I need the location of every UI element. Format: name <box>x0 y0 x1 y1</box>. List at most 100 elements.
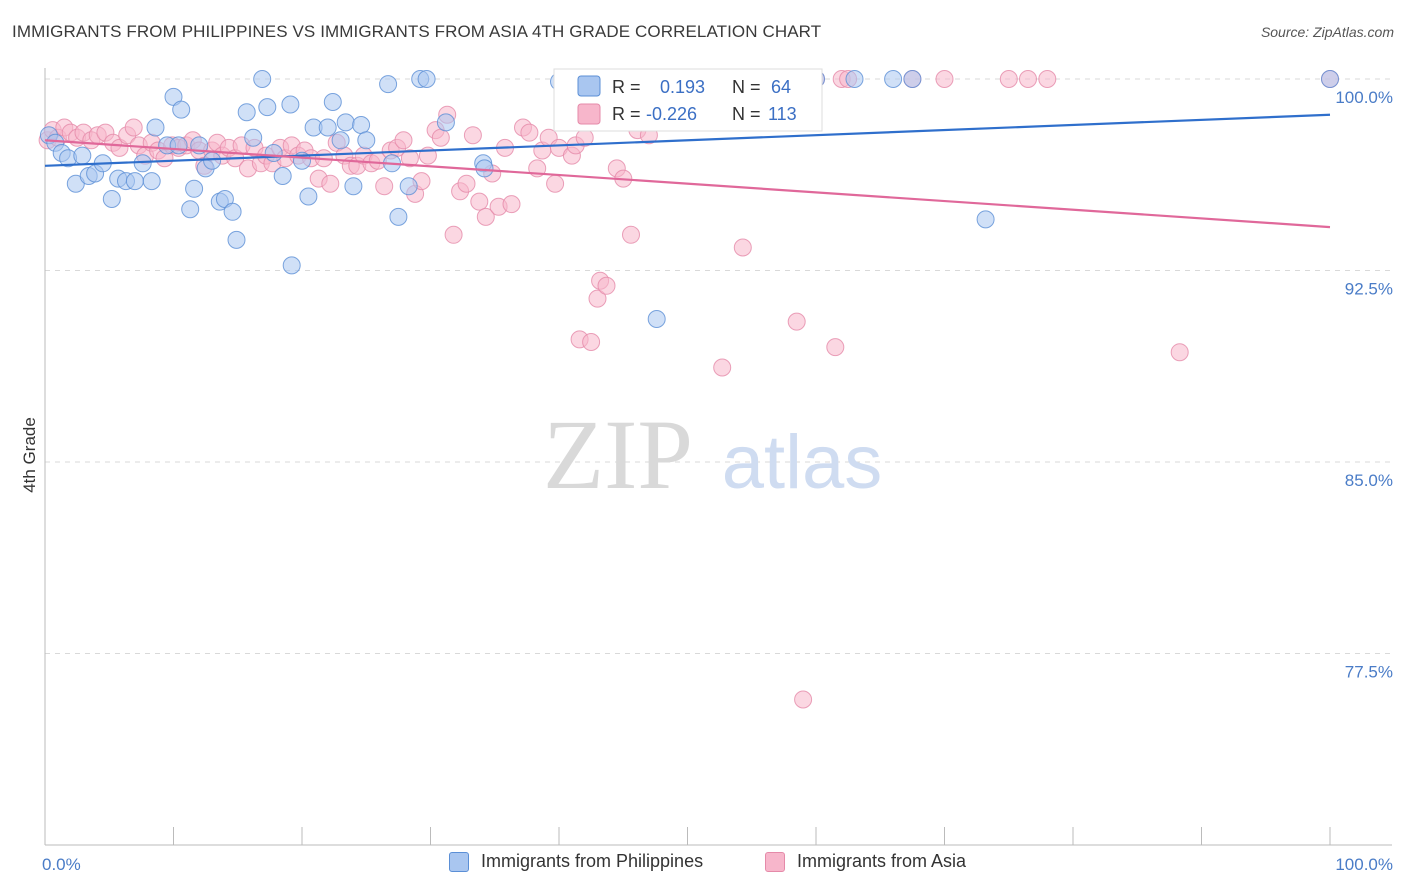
asia-point <box>502 195 521 214</box>
asia-point <box>400 149 419 168</box>
source-credit: Source: ZipAtlas.com <box>1260 24 1394 40</box>
asia-point <box>622 225 640 244</box>
asia-point <box>520 123 539 142</box>
legend-item-philippines: Immigrants from Philippines <box>449 851 703 872</box>
philippines-point <box>976 210 995 229</box>
philippines-point <box>169 136 188 155</box>
philippines-point <box>282 256 301 275</box>
philippines-point <box>253 70 272 88</box>
y-tick-label: 100.0% <box>1335 88 1393 107</box>
philippines-point <box>475 159 494 178</box>
asia-point <box>787 312 806 331</box>
philippines-point <box>417 70 436 88</box>
asia-point <box>444 225 463 244</box>
chart-title: IMMIGRANTS FROM PHILIPPINES VS IMMIGRANT… <box>12 22 822 41</box>
philippines-point <box>647 310 666 328</box>
asia-point <box>582 333 601 351</box>
stats-legend: R = 0.193 N = 64 R = -0.226 N = 113 <box>553 68 823 132</box>
legend-item-asia: Immigrants from Asia <box>765 851 966 872</box>
philippines-point <box>273 167 292 185</box>
legend-r-label-2: R = <box>612 104 641 124</box>
legend-swatch-philippines <box>449 851 469 872</box>
philippines-point <box>318 118 337 137</box>
philippines-point <box>227 230 246 249</box>
asia-point <box>794 690 813 709</box>
philippines-point <box>172 100 191 119</box>
philippines-point <box>73 146 92 165</box>
asia-point <box>375 177 394 196</box>
legend-n-value-1: 64 <box>771 77 791 97</box>
y-axis-title: 4th Grade <box>20 417 39 493</box>
asia-point <box>1038 70 1057 88</box>
philippines-point <box>185 179 204 198</box>
legend-blue-swatch <box>577 75 601 97</box>
y-tick-label: 77.5% <box>1345 663 1393 682</box>
asia-point <box>826 338 845 357</box>
legend-r-value-1: 0.193 <box>660 77 705 97</box>
series-legend: Immigrants from Philippines Immigrants f… <box>0 851 1406 879</box>
asia-point <box>463 126 482 145</box>
philippines-point <box>264 144 283 162</box>
legend-r-value-2: -0.226 <box>646 104 697 124</box>
legend-pink-swatch <box>577 103 601 125</box>
y-tick-label: 92.5% <box>1345 280 1393 299</box>
legend-label-asia: Immigrants from Asia <box>797 851 967 871</box>
philippines-point <box>142 172 161 191</box>
philippines-point <box>1321 70 1339 88</box>
asia-point <box>1019 70 1037 88</box>
watermark-atlas: atlas <box>722 420 883 505</box>
asia-point <box>431 128 450 147</box>
x-tick-label: 100.0% <box>1335 855 1393 874</box>
asia-point <box>733 238 752 257</box>
legend-r-label-1: R = <box>612 77 641 97</box>
asia-point <box>546 174 565 193</box>
asia-point <box>124 118 143 137</box>
philippines-point <box>102 190 121 208</box>
philippines-point <box>203 151 222 170</box>
legend-label-philippines: Immigrants from Philippines <box>481 851 704 871</box>
watermark-zip: ZIP <box>543 399 693 510</box>
asia-point <box>321 174 340 193</box>
philippines-point <box>389 207 408 226</box>
philippines-point <box>323 93 342 111</box>
axes: 77.5% 85.0% 92.5% 100.0% 0.0% 100.0% <box>42 68 1393 874</box>
asia-point <box>597 276 616 295</box>
asia-point <box>476 207 495 226</box>
philippines-point <box>357 131 376 150</box>
asia-trend-line <box>44 139 1331 229</box>
philippines-point <box>845 70 864 88</box>
legend-n-label-1: N = <box>732 77 761 97</box>
philippines-point <box>379 75 398 94</box>
asia-point <box>394 131 413 150</box>
philippines-point <box>352 116 371 134</box>
trend-lines <box>44 113 1331 229</box>
asia-point <box>713 358 732 377</box>
philippines-point <box>133 154 152 173</box>
y-tick-label: 85.0% <box>1345 471 1393 490</box>
philippines-point <box>399 177 418 196</box>
philippines-point <box>125 172 144 191</box>
legend-swatch-asia <box>765 851 785 872</box>
philippines-point <box>344 177 363 196</box>
philippines-point <box>237 103 256 122</box>
data-points <box>38 70 1339 709</box>
asia-point <box>470 192 489 211</box>
philippines-trend-line <box>44 113 1331 167</box>
philippines-point <box>436 113 455 132</box>
philippines-point <box>258 98 277 117</box>
asia-point <box>1170 343 1189 362</box>
legend-n-value-2: 113 <box>768 104 797 124</box>
philippines-point <box>181 200 200 219</box>
asia-point <box>999 70 1018 88</box>
philippines-point <box>146 118 165 137</box>
legend-n-label-2: N = <box>732 104 761 124</box>
asia-point <box>588 289 607 308</box>
philippines-point <box>281 95 300 114</box>
x-tick-label: 0.0% <box>42 855 81 874</box>
philippines-point <box>903 70 922 88</box>
philippines-point <box>244 128 263 147</box>
philippines-point <box>299 187 318 206</box>
philippines-point <box>223 202 242 221</box>
philippines-point <box>884 70 903 88</box>
